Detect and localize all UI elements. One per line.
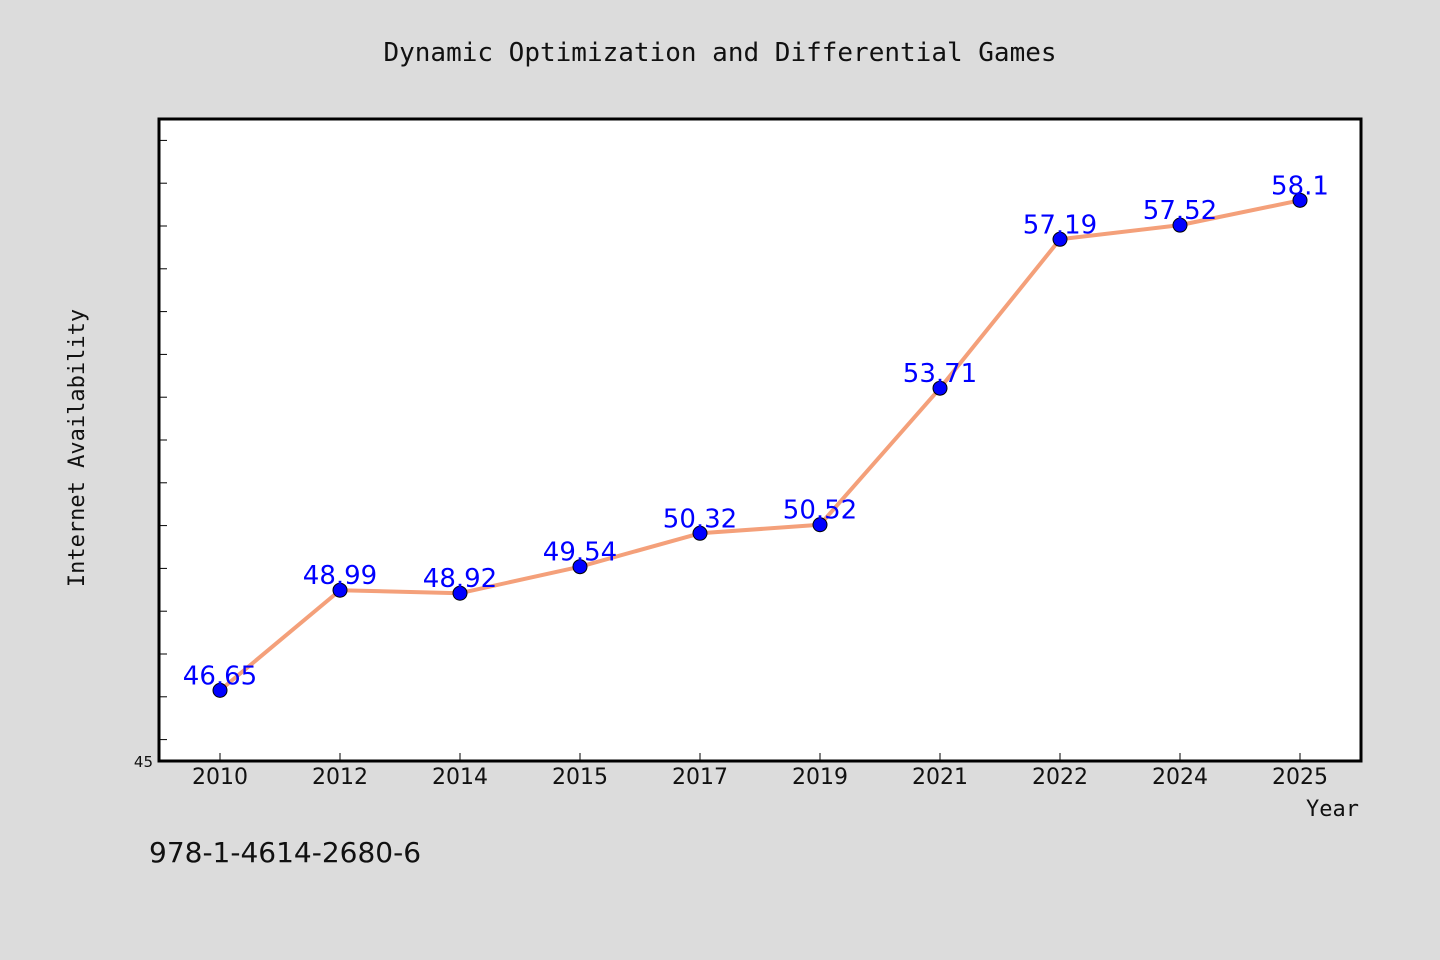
- series-line: [218, 198, 1301, 692]
- x-tick-label: 2017: [672, 765, 728, 790]
- data-label: 57.52: [1143, 196, 1217, 226]
- x-tick-label: 2015: [552, 765, 608, 790]
- data-label: 48.92: [423, 564, 497, 594]
- data-point: [332, 582, 348, 598]
- x-tick-label: 2014: [432, 765, 488, 790]
- x-tick-label: 2012: [312, 765, 368, 790]
- data-label: 50.32: [663, 504, 737, 534]
- data-labels: 46.65 48.99 48.92 49.54 50.32 50.52 53.71 57.19…: [183, 171, 1329, 691]
- data-point: [1172, 217, 1188, 233]
- data-label: 49.54: [543, 538, 617, 568]
- data-label: 50.52: [783, 496, 857, 526]
- x-tick-label: 2021: [912, 765, 968, 790]
- series-markers: [212, 192, 1308, 698]
- data-point: [932, 380, 948, 396]
- data-point: [1292, 192, 1308, 208]
- x-axis-ticks: [219, 753, 1301, 761]
- data-point: [1052, 231, 1068, 247]
- x-axis-label: Year: [1306, 797, 1359, 822]
- data-label: 58.1: [1271, 171, 1329, 201]
- x-tick-label: 2022: [1032, 765, 1088, 790]
- x-tick-label: 2019: [792, 765, 848, 790]
- data-label: 57.19: [1023, 210, 1097, 240]
- y-axis-ticks: [159, 139, 167, 741]
- y-axis-label: Internet Availability: [65, 309, 90, 587]
- data-point: [812, 517, 828, 533]
- x-tick-label: 2024: [1152, 765, 1208, 790]
- chart-title: Dynamic Optimization and Differential Ga…: [383, 38, 1056, 68]
- isbn-text: 978-1-4614-2680-6: [149, 836, 421, 869]
- data-point: [212, 682, 228, 698]
- data-label: 53.71: [903, 359, 977, 389]
- data-label: 48.99: [303, 561, 377, 591]
- data-point: [692, 525, 708, 541]
- x-tick-label: 2010: [192, 765, 248, 790]
- x-tick-label: 2025: [1272, 765, 1328, 790]
- data-point: [572, 559, 588, 575]
- data-point: [452, 585, 468, 601]
- y-axis-min-label: 45: [134, 753, 153, 771]
- data-label: 46.65: [183, 661, 257, 691]
- x-axis-tick-labels: 2010 2012 2014 2015 2017 2019 2021 2022 2024 2025: [192, 765, 1328, 790]
